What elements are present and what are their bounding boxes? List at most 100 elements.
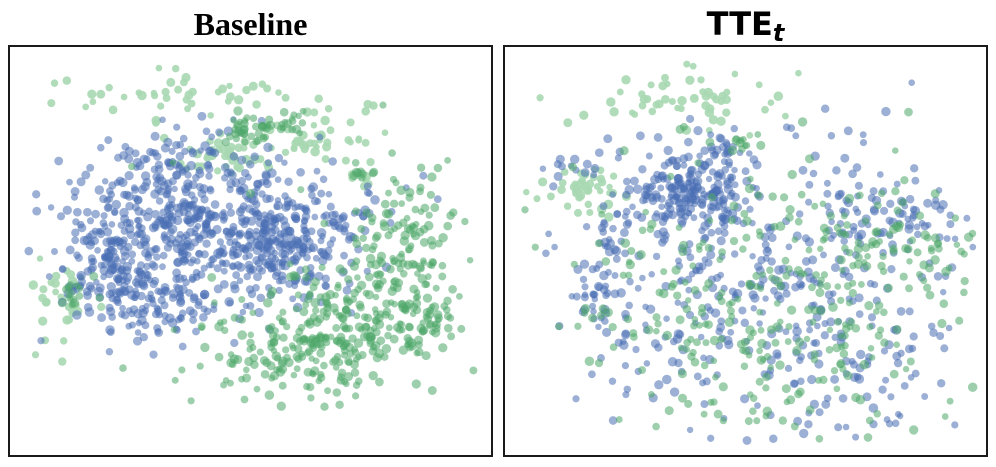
scatter-point	[245, 188, 256, 198]
scatter-point	[908, 236, 917, 245]
scatter-point	[936, 205, 945, 214]
scatter-point	[366, 157, 375, 167]
scatter-point	[443, 323, 453, 333]
scatter-point	[167, 318, 178, 328]
scatter-point	[843, 126, 853, 136]
scatter-point	[31, 351, 40, 359]
scatter-point	[306, 291, 314, 299]
scatter-point	[824, 202, 832, 210]
scatter-point	[638, 165, 647, 174]
scatter-point	[125, 219, 134, 228]
scatter-point	[823, 282, 832, 291]
scatter-point	[523, 188, 530, 196]
scatter-point	[123, 242, 133, 252]
scatter-point	[352, 381, 361, 389]
scatter-point	[311, 213, 319, 221]
scatter-point	[230, 338, 239, 348]
scatter-point	[200, 264, 208, 272]
scatter-point	[747, 334, 754, 342]
scatter-point	[877, 189, 886, 198]
scatter-point	[375, 377, 384, 387]
scatter-point	[236, 277, 244, 285]
scatter-point	[805, 180, 814, 189]
scatter-point	[635, 131, 645, 141]
scatter-point	[260, 369, 270, 379]
scatter-point	[913, 223, 921, 231]
scatter-point	[608, 416, 618, 425]
scatter-point	[722, 139, 731, 148]
scatter-point	[686, 426, 694, 434]
scatter-point	[162, 94, 171, 103]
scatter-point	[47, 204, 55, 211]
scatter-point	[806, 326, 814, 334]
scatter-point	[350, 368, 360, 377]
scatter-point	[621, 249, 629, 258]
scatter-point	[779, 193, 789, 202]
scatter-point	[316, 133, 324, 141]
scatter-point	[350, 288, 359, 298]
scatter-point	[202, 127, 211, 136]
scatter-point	[275, 314, 283, 322]
scatter-point	[254, 241, 264, 250]
scatter-point	[422, 293, 433, 303]
scatter-point	[621, 361, 630, 370]
scatter-point	[723, 88, 731, 96]
scatter-point	[584, 356, 595, 367]
scatter-point	[332, 291, 339, 299]
scatter-point	[363, 99, 373, 109]
scatter-point	[807, 374, 817, 385]
scatter-point	[108, 105, 118, 115]
scatter-point	[720, 222, 729, 230]
scatter-point	[99, 265, 110, 276]
scatter-point	[352, 355, 360, 363]
scatter-point	[590, 163, 600, 173]
scatter-point	[94, 185, 105, 195]
scatter-point	[667, 172, 675, 181]
scatter-point	[428, 262, 436, 270]
scatter-point	[250, 360, 259, 369]
scatter-point	[778, 416, 787, 425]
scatter-point	[219, 279, 229, 289]
scatter-point	[715, 133, 725, 143]
scatter-point	[196, 209, 205, 218]
scatter-point	[756, 308, 764, 316]
scatter-point	[707, 228, 716, 237]
scatter-point	[365, 253, 376, 264]
scatter-point	[108, 313, 116, 321]
scatter-point	[124, 170, 134, 181]
scatter-point	[824, 290, 834, 300]
scatter-point	[785, 243, 793, 251]
scatter-point	[741, 167, 750, 176]
scatter-point	[272, 237, 279, 244]
scatter-point	[364, 272, 374, 282]
scatter-point	[372, 293, 380, 301]
scatter-point	[908, 344, 917, 353]
scatter-point	[89, 272, 99, 281]
scatter-point	[651, 190, 661, 200]
scatter-point	[616, 288, 626, 298]
scatter-point	[263, 84, 272, 93]
scatter-point	[842, 423, 850, 431]
scatter-point	[606, 97, 616, 107]
scatter-point	[804, 305, 814, 315]
scatter-point	[38, 293, 47, 303]
scatter-point	[717, 317, 726, 326]
scatter-point	[266, 120, 276, 130]
scatter-point	[135, 223, 142, 230]
scatter-point	[816, 306, 826, 316]
scatter-point	[371, 279, 382, 289]
scatter-point	[714, 227, 723, 235]
scatter-point	[746, 150, 753, 157]
scatter-point	[333, 336, 342, 346]
scatter-point	[608, 377, 617, 385]
scatter-point	[883, 283, 893, 293]
scatter-point	[775, 360, 785, 370]
scatter-point	[232, 134, 241, 143]
scatter-point	[200, 292, 208, 300]
scatter-point	[852, 163, 862, 172]
scatter-point	[854, 238, 863, 247]
scatter-point	[866, 323, 874, 331]
scatter-point	[387, 313, 395, 321]
scatter-point	[677, 95, 687, 106]
scatter-point	[553, 171, 563, 181]
